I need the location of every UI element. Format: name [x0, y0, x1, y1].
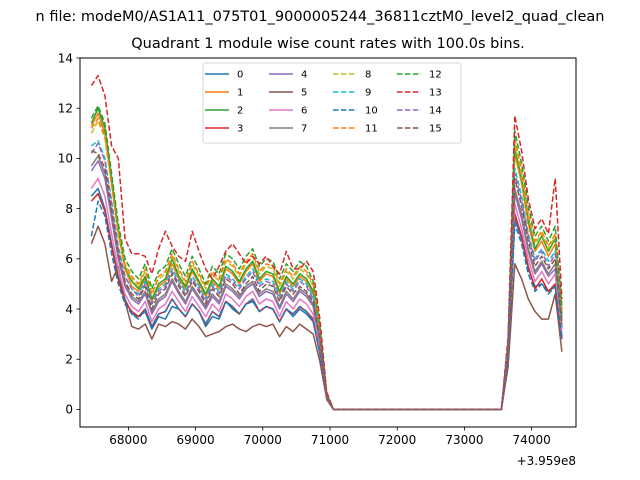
x-offset-label: +3.959e8: [517, 454, 576, 468]
y-tick-label: 4: [65, 302, 73, 316]
legend-label: 15: [429, 124, 442, 135]
legend-label: 10: [365, 106, 378, 117]
series-line-15: [91, 150, 563, 411]
y-tick-label: 8: [65, 202, 73, 216]
legend-label: 5: [301, 88, 307, 99]
x-tick-label: 73000: [445, 433, 483, 447]
series-line-3: [90, 192, 563, 411]
legend-label: 6: [301, 106, 307, 117]
legend-item-5: 5: [269, 88, 307, 99]
legend-label: 11: [365, 124, 378, 135]
legend-label: 12: [429, 70, 442, 81]
series-layer: [90, 74, 563, 411]
series-line-8: [90, 120, 563, 411]
legend-item-9: 9: [333, 88, 371, 99]
series-line-12: [90, 104, 563, 411]
legend-frame: [202, 62, 462, 144]
legend-item-6: 6: [269, 106, 307, 117]
legend-item-13: 13: [397, 88, 442, 99]
y-tick-label: 0: [65, 403, 73, 417]
legend-item-3: 3: [205, 124, 243, 135]
figure-suptitle: n file: modeM0/AS1A11_075T01_9000005244_…: [35, 9, 605, 25]
legend-item-0: 0: [205, 70, 243, 81]
series-line-6: [90, 177, 563, 411]
legend-item-8: 8: [333, 70, 371, 81]
legend-label: 2: [237, 106, 243, 117]
legend-item-15: 15: [397, 124, 442, 135]
x-tick-label: 71000: [311, 433, 349, 447]
legend-item-12: 12: [397, 70, 442, 81]
legend-item-11: 11: [333, 124, 378, 135]
x-tick-label: 72000: [378, 433, 416, 447]
legend-item-10: 10: [333, 106, 378, 117]
legend-label: 13: [429, 88, 442, 99]
legend-item-14: 14: [397, 106, 442, 117]
legend-label: 9: [365, 88, 371, 99]
x-tick-label: 70000: [244, 433, 282, 447]
y-tick-label: 2: [65, 353, 73, 367]
y-tick-label: 12: [58, 102, 73, 116]
x-tick-label: 74000: [513, 433, 551, 447]
x-tick-label: 69000: [177, 433, 215, 447]
series-line-4: [90, 160, 563, 411]
x-tick-label: 68000: [109, 433, 147, 447]
legend-label: 0: [237, 70, 243, 81]
legend-item-4: 4: [269, 70, 307, 81]
chart-title: Quadrant 1 module wise count rates with …: [131, 36, 525, 52]
series-line-2: [90, 107, 563, 411]
series-line-7: [90, 155, 563, 411]
legend-label: 1: [237, 88, 243, 99]
legend-item-2: 2: [205, 106, 243, 117]
series-line-1: [90, 112, 563, 411]
legend-label: 7: [301, 124, 307, 135]
legend-label: 8: [365, 70, 371, 81]
series-line-10: [90, 200, 563, 411]
series-line-11: [90, 117, 563, 411]
y-tick-label: 10: [58, 152, 73, 166]
legend-item-7: 7: [269, 124, 307, 135]
legend-item-1: 1: [205, 88, 243, 99]
ticks-layer: 68000 69000 70000 71000 72000 73000 74000 0 2 4 6 8…: [58, 51, 551, 447]
legend-label: 14: [429, 106, 442, 117]
y-tick-label: 6: [65, 252, 73, 266]
y-tick-label: 14: [58, 51, 73, 65]
series-line-9: [90, 140, 563, 411]
legend-label: 3: [237, 124, 243, 135]
legend-label: 4: [301, 70, 307, 81]
axes-frame: [79, 57, 577, 428]
